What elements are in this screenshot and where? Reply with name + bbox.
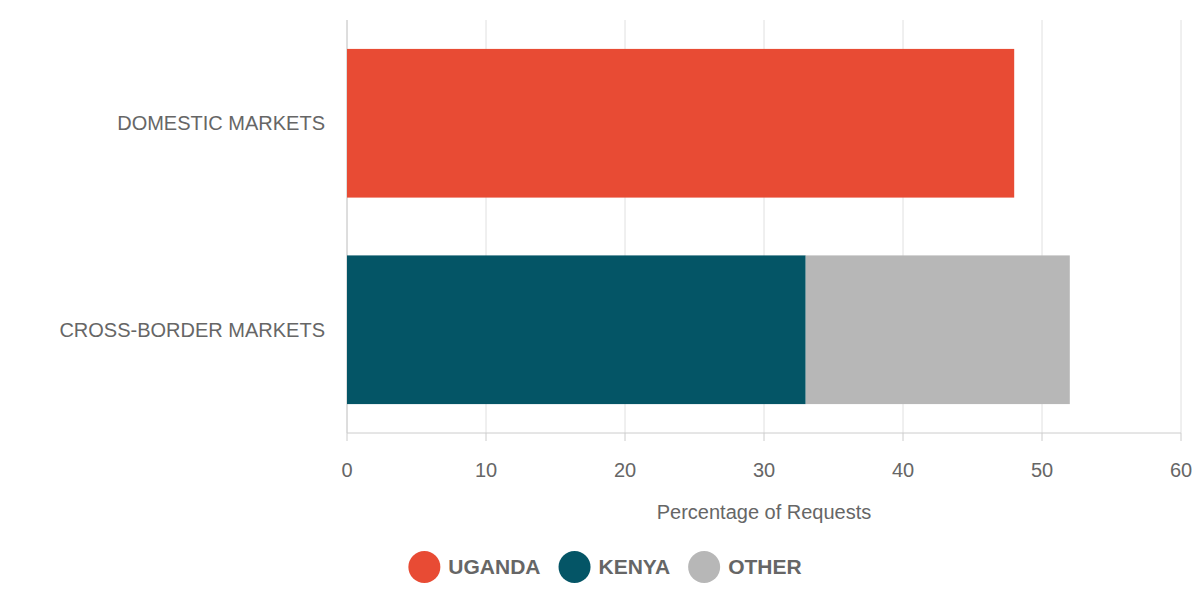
tick-mark [903,433,904,441]
category-label: DOMESTIC MARKETS [117,112,325,134]
tick-mark [486,433,487,441]
legend-label: UGANDA [448,555,540,578]
tick-mark [764,433,765,441]
tick-label: 30 [753,459,775,481]
legend-swatch [408,551,440,583]
bar [347,255,806,404]
tick-label: 60 [1170,459,1192,481]
tick-mark [1042,433,1043,441]
bar [806,255,1070,404]
tick-label: 20 [614,459,636,481]
tick-label: 40 [892,459,914,481]
legend-swatch [559,551,591,583]
axis-title: Percentage of Requests [657,501,872,523]
x-axis-line [347,433,1181,434]
legend-swatch [688,551,720,583]
grid-line [1181,20,1182,433]
tick-mark [1181,433,1182,441]
tick-mark [625,433,626,441]
grid [347,20,1181,441]
legend-label: OTHER [728,555,802,578]
bar [347,49,1014,198]
category-label: CROSS-BORDER MARKETS [59,319,325,341]
bars [347,49,1070,404]
legend: UGANDA KENYA OTHER [408,551,801,583]
legend-label: KENYA [599,555,671,578]
tick-label: 50 [1031,459,1053,481]
chart: 0 10 20 30 40 50 60 DOMESTIC MARKETS CROSS-BORDE… [0,0,1200,600]
tick-label: 10 [475,459,497,481]
tick-label: 0 [341,459,352,481]
tick-mark [347,433,348,441]
